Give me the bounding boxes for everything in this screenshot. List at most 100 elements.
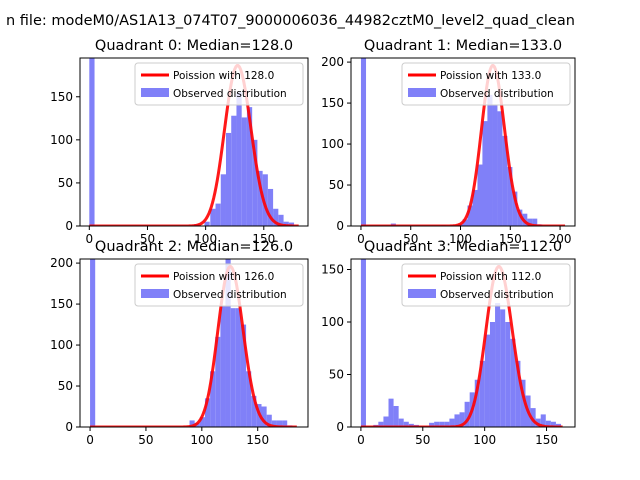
quadrant-1-xtick-label: 100 [449,232,472,246]
quadrant-3-xtick-label: 100 [473,433,496,447]
quadrant-3-hist-bar [398,418,404,427]
quadrant-0-legend: Poission with 128.0 Observed distribution [134,62,304,106]
quadrant-2-hist-bar [261,406,267,427]
quadrant-1-xtick-label: 150 [499,232,522,246]
quadrant-0-hist-bar [215,203,221,226]
quadrant-1-xtick-label: 200 [549,232,572,246]
quadrant-0-axes-frame [79,57,309,227]
quadrant-3-legend-hist-label: Observed distribution [440,289,554,301]
quadrant-1-hist-bar [472,189,478,226]
quadrant-0-hist-bar [252,139,258,226]
quadrant-3-hist-bar [550,421,556,427]
quadrant-1-subplot: 0 50 100 150 200 0 50 100 150 200 Poission with 13… [321,38,576,246]
quadrant-3-hist-bar [403,421,409,427]
quadrant-3-hist-bar [429,422,435,427]
quadrant-1-xtick-label: 0 [357,232,365,246]
quadrant-2-hist-bar [246,371,252,427]
quadrant-2-subplot: 0 50 100 150 0 50 100 150 200 Poission with 126.0… [50,239,309,447]
quadrant-3-hist-bar [540,414,546,427]
quadrant-1-hist-bar [482,121,488,226]
quadrant-0-hist-bar [210,208,216,226]
quadrant-2-hist-bar [266,414,272,427]
quadrant-1-legend: Poission with 133.0 Observed distribution [401,62,571,106]
quadrant-2-hist-bar [189,420,195,427]
quadrant-1-ytick-label: 200 [321,55,344,69]
quadrant-1-hist-bar [517,209,523,226]
quadrant-2-ytick-label: 0 [65,420,73,434]
quadrant-0-xtick-label: 50 [140,232,155,246]
quadrant-3-xtick-label: 150 [535,433,558,447]
quadrant-3-hist-bar [515,360,521,427]
quadrant-3-hist-bar [545,420,551,427]
quadrant-0-hist-bar [273,208,279,226]
quadrant-1-hist-bar [512,191,518,226]
quadrant-0-legend-hist-label: Observed distribution [173,88,287,100]
quadrant-1-ytick-label: 50 [329,178,344,192]
quadrant-0-hist-bar [204,221,210,226]
quadrant-0-hist-bar [89,58,95,226]
quadrant-0-legend-hist-swatch [141,88,169,97]
quadrant-1-hist-bar [527,218,533,226]
figure-suptitle: n file: modeM0/AS1A13_074T07_9000006036_… [6,13,575,29]
quadrant-3-hist-bar [474,379,480,427]
quadrant-2-hist-bar [215,336,221,427]
quadrant-1-hist-bar [502,135,508,226]
quadrant-3-hist-bar [439,421,445,427]
quadrant-0-ytick-label: 100 [50,133,73,147]
quadrant-2-legend-curve-label: Poission with 126.0 [173,271,274,283]
quadrant-3-hist-bar [454,414,460,427]
quadrant-3-xtick-label: 50 [415,433,430,447]
quadrant-0-legend-curve-label: Poission with 128.0 [173,70,274,82]
quadrant-2-ytick-label: 200 [50,256,73,270]
quadrant-2-xtick-label: 100 [190,433,213,447]
quadrant-0-hist-bar [257,170,263,226]
quadrant-3-hist-bar [510,338,516,427]
quadrant-3-hist-bar [489,322,496,427]
quadrant-0-hist-bar [225,132,232,226]
quadrant-3-hist-bar [555,423,562,427]
quadrant-1-hist-bar [467,205,473,226]
quadrant-2-plot-area [89,259,298,427]
quadrant-1-hist-bar [487,94,493,226]
quadrant-2-title: Quadrant 2: Median=126.0 [95,239,293,255]
quadrant-3-hist-bar [444,421,450,427]
quadrant-0-xtick-label: 0 [85,232,93,246]
quadrant-3-legend-box [401,263,571,307]
quadrant-3-axes-frame [350,258,576,428]
quadrant-2-hist-bar [235,308,241,427]
quadrant-3-hist-bar [484,334,490,427]
quadrant-3-subplot: 0 50 100 150 0 50 100 150 Poission with 112.0 Obs… [321,239,576,447]
quadrant-0-title: Quadrant 0: Median=128.0 [95,38,293,54]
quadrant-0-hist-bar [283,221,289,226]
quadrant-2-ytick-label: 150 [50,297,73,311]
quadrant-2-hist-bar [251,395,257,427]
quadrant-3-legend-curve-label: Poission with 112.0 [440,271,541,283]
quadrant-3-ytick-label: 0 [336,420,344,434]
quadrant-3-hist-bar [520,379,526,427]
quadrant-2-hist-bar [230,308,236,427]
quadrant-3-plot-area [360,259,563,427]
quadrant-1-plot-area [360,58,566,226]
quadrant-3-title: Quadrant 3: Median=112.0 [364,239,562,255]
quadrant-2-hist-bar [271,420,277,427]
quadrant-2-ytick-label: 100 [50,338,73,352]
quadrant-3-hist-bar [530,408,536,427]
quadrant-3-hist-bar [449,418,455,427]
quadrant-0-hist-bar [288,222,295,226]
quadrant-2-hist-bar [225,259,231,427]
quadrant-3-hist-bar [378,421,384,427]
quadrant-3-hist-bar [500,309,506,427]
quadrant-1-hist-bar [532,218,538,226]
quadrant-3-hist-bar [393,406,399,427]
quadrant-2-axes-frame [79,258,309,428]
quadrant-2-legend-hist-label: Observed distribution [173,289,287,301]
quadrant-0-hist-bar [220,174,226,226]
quadrant-3-hist-bar [505,322,511,427]
quadrant-0-hist-bar [231,115,237,226]
quadrant-2-hist-bar [90,259,96,427]
quadrant-0-legend-box [134,62,304,106]
quadrant-3-xtick-label: 0 [357,433,365,447]
quadrant-3-legend: Poission with 112.0 Observed distribution [401,263,571,307]
quadrant-1-ytick-label: 150 [321,96,344,110]
quadrant-0-hist-bar [278,214,284,226]
